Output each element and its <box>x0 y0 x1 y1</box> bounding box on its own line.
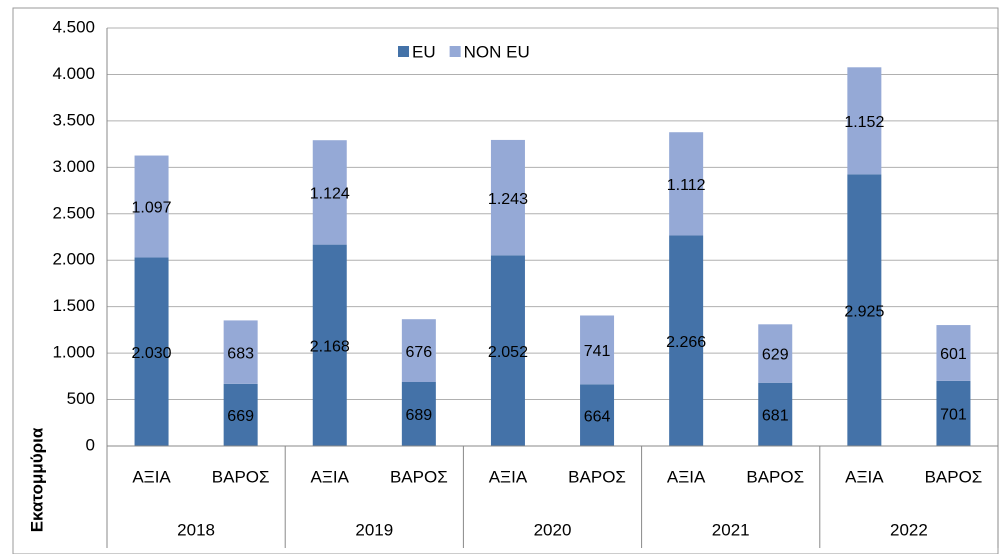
bar-segment <box>312 140 347 245</box>
data-label: 2.266 <box>666 334 706 351</box>
x-tick-label: ΑΞΙΑ <box>132 467 171 486</box>
data-label: 669 <box>227 408 254 425</box>
x-tick-label: ΒΑΡΟΣ <box>390 467 448 486</box>
data-label: 1.097 <box>132 200 172 217</box>
data-label: 741 <box>584 343 611 360</box>
data-label: 1.112 <box>667 177 706 194</box>
data-label: 676 <box>405 344 432 361</box>
bar-segment <box>758 382 793 446</box>
group-label: 2019 <box>355 520 393 539</box>
bar-segment <box>490 255 525 446</box>
bar-segment <box>134 155 169 258</box>
x-tick-label: ΑΞΙΑ <box>845 467 884 486</box>
x-tick-label: ΒΑΡΟΣ <box>925 467 983 486</box>
bar-segment <box>223 383 258 446</box>
y-tick-label: 0 <box>86 435 95 454</box>
legend-label: EU <box>412 42 436 61</box>
y-tick-label: 4.000 <box>52 64 95 83</box>
group-label: 2020 <box>534 520 572 539</box>
y-tick-label: 2.500 <box>52 203 95 222</box>
x-tick-label: ΑΞΙΑ <box>489 467 528 486</box>
x-tick-label: ΒΑΡΟΣ <box>746 467 804 486</box>
group-label: 2021 <box>712 520 750 539</box>
y-tick-label: 2.000 <box>52 250 95 269</box>
data-label: 1.243 <box>488 191 528 208</box>
bar-segment <box>669 132 704 236</box>
data-label: 601 <box>940 346 967 363</box>
data-label: 664 <box>584 408 611 425</box>
data-label: 701 <box>940 407 967 424</box>
y-tick-label: 4.500 <box>52 17 95 36</box>
y-tick-label: 1.500 <box>52 296 95 315</box>
data-label: 681 <box>762 408 789 425</box>
group-label: 2022 <box>890 520 928 539</box>
data-label: 689 <box>405 407 432 424</box>
legend-label: NON EU <box>464 42 530 61</box>
bar-segment <box>758 324 793 383</box>
bar-segment <box>936 325 971 381</box>
y-tick-label: 500 <box>67 389 95 408</box>
legend-swatch <box>398 46 409 57</box>
data-label: 2.052 <box>488 344 528 361</box>
data-label: 2.925 <box>844 303 884 320</box>
x-tick-label: ΒΑΡΟΣ <box>212 467 270 486</box>
bar-segment <box>580 384 615 446</box>
bar-segment <box>401 319 436 382</box>
bar-segment <box>580 315 615 385</box>
bar-segment <box>847 67 882 175</box>
data-label: 2.030 <box>132 345 172 362</box>
y-tick-label: 3.000 <box>52 157 95 176</box>
data-label: 629 <box>762 347 789 364</box>
bar-segment <box>936 380 971 446</box>
x-tick-label: ΒΑΡΟΣ <box>568 467 626 486</box>
data-label: 1.124 <box>310 186 350 203</box>
bar-segment <box>490 139 525 256</box>
bar-segment <box>401 381 436 446</box>
y-tick-label: 3.500 <box>52 110 95 129</box>
bar-segment <box>847 174 882 447</box>
group-label: 2018 <box>177 520 215 539</box>
y-axis-title: Εκατομμύρια <box>27 427 46 532</box>
y-tick-label: 1.000 <box>52 343 95 362</box>
data-label: 1.152 <box>844 114 884 131</box>
data-label: 683 <box>227 345 254 362</box>
data-label: 2.168 <box>310 339 350 356</box>
x-tick-label: ΑΞΙΑ <box>311 467 350 486</box>
bar-segment <box>669 235 704 446</box>
bar-segment <box>134 257 169 446</box>
x-tick-label: ΑΞΙΑ <box>667 467 706 486</box>
legend-swatch <box>449 46 461 57</box>
bar-segment <box>223 320 258 384</box>
bar-segment <box>312 244 347 446</box>
